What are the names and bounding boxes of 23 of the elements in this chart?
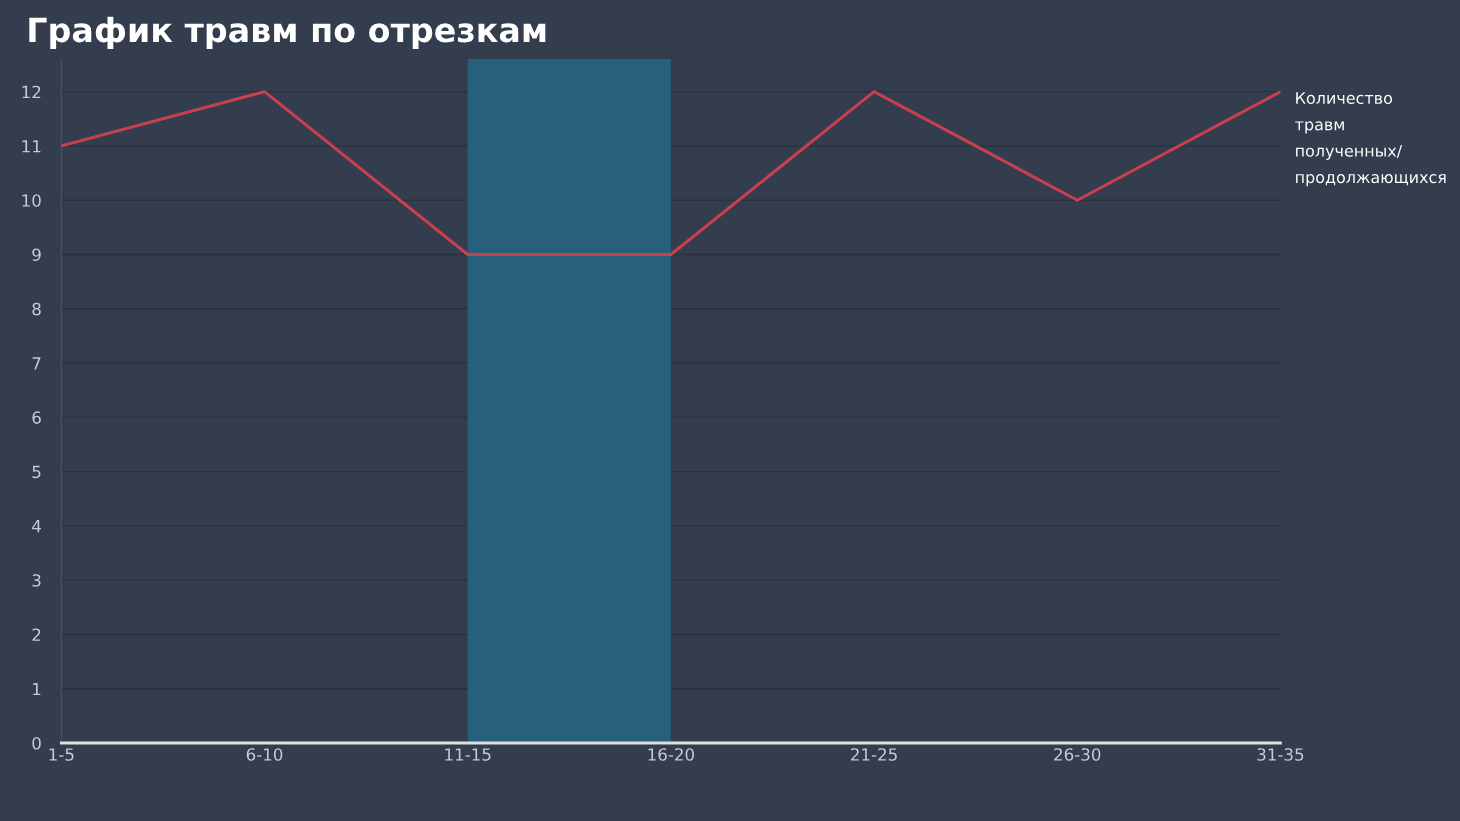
line-series xyxy=(61,90,1281,257)
series-label: Количество травм полученных/продолжающихся xyxy=(1295,92,1446,187)
x-tick-label: 16-20 xyxy=(648,748,694,761)
y-tick-label: 1 xyxy=(33,682,41,696)
y-tick-label: 4 xyxy=(32,520,41,533)
x-tick-label: 6-10 xyxy=(246,748,283,761)
y-tick-label: 2 xyxy=(32,628,41,641)
x-tick-label: 11-15 xyxy=(445,748,491,761)
y-tick-label: 3 xyxy=(32,574,41,587)
y-tick-label: 0 xyxy=(32,736,41,750)
y-tick-label: 10 xyxy=(22,194,41,207)
y-tick-label: 6 xyxy=(32,411,41,424)
y-tick-label: 9 xyxy=(32,248,41,262)
x-tick-label: 31-35 xyxy=(1257,748,1304,761)
x-tick-label: 1-5 xyxy=(49,748,74,761)
y-tick-label: 7 xyxy=(32,357,41,370)
y-tick-label: 5 xyxy=(32,465,41,479)
y-tick-label: 11 xyxy=(22,140,41,153)
x-tick-label: 21-25 xyxy=(851,748,897,761)
x-tick-label: 26-30 xyxy=(1054,748,1101,761)
y-tick-label: 12 xyxy=(22,85,41,99)
chart-title: График травм по отрезкам xyxy=(29,16,546,49)
y-tick-label: 8 xyxy=(32,302,41,316)
